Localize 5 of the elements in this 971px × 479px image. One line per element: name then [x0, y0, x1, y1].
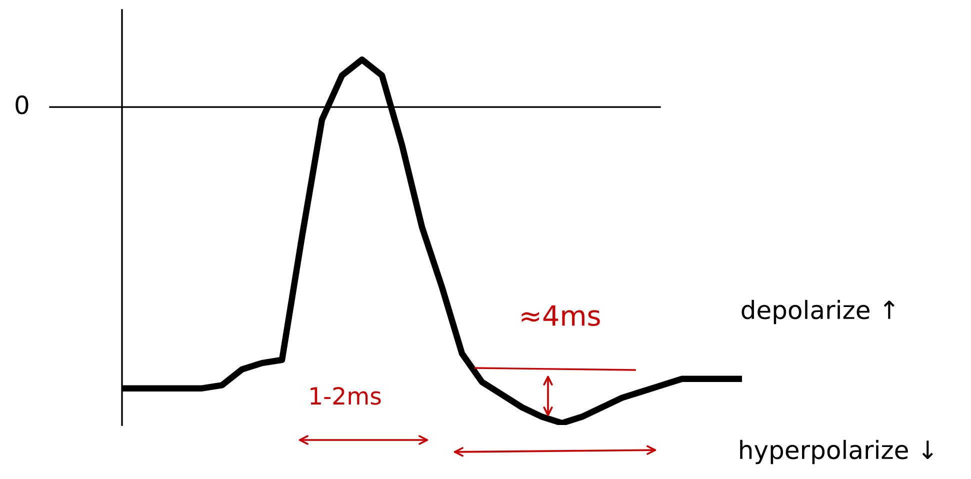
- annotation: ≈4ms: [522, 305, 600, 326]
- text: hyperpolarize ↓: [740, 440, 933, 464]
- annotation: depolarize ↑: [742, 300, 895, 324]
- ref-line-label: 0: [16, 95, 28, 114]
- annotation: 1-2ms: [310, 386, 381, 405]
